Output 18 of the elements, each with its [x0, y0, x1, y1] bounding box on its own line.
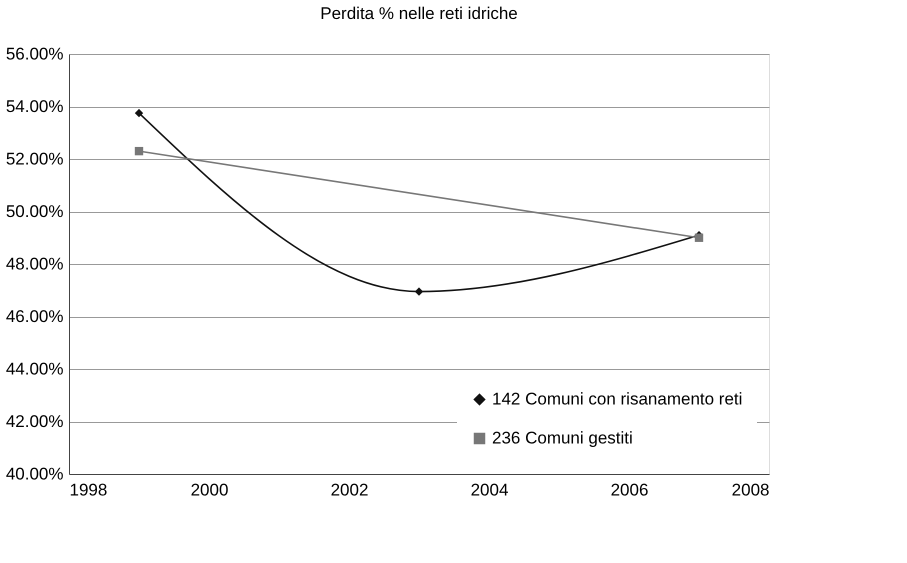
x-tick-label: 2006 [610, 480, 648, 500]
y-tick-label: 48.00% [6, 254, 64, 274]
x-tick-label: 2002 [330, 480, 368, 500]
y-tick-label: 40.00% [6, 464, 64, 484]
x-tick-label: 2000 [190, 480, 228, 500]
x-tick-label: 1998 [70, 480, 108, 500]
y-tick-label: 46.00% [6, 307, 64, 326]
legend-label: 142 Comuni con risanamento reti [492, 390, 742, 408]
y-tick-label: 44.00% [6, 360, 64, 378]
x-tick-label: 2008 [732, 480, 770, 500]
y-tick-label: 42.00% [6, 412, 64, 431]
chart-title: Perdita % nelle reti idriche [320, 4, 518, 23]
y-tick-label: 56.00% [6, 44, 64, 64]
y-tick-label: 54.00% [6, 97, 64, 116]
y-tick-label: 52.00% [6, 150, 64, 168]
y-tick-label: 50.00% [6, 202, 64, 221]
legend-label: 236 Comuni gestiti [492, 428, 633, 448]
x-tick-label: 2004 [470, 480, 508, 500]
